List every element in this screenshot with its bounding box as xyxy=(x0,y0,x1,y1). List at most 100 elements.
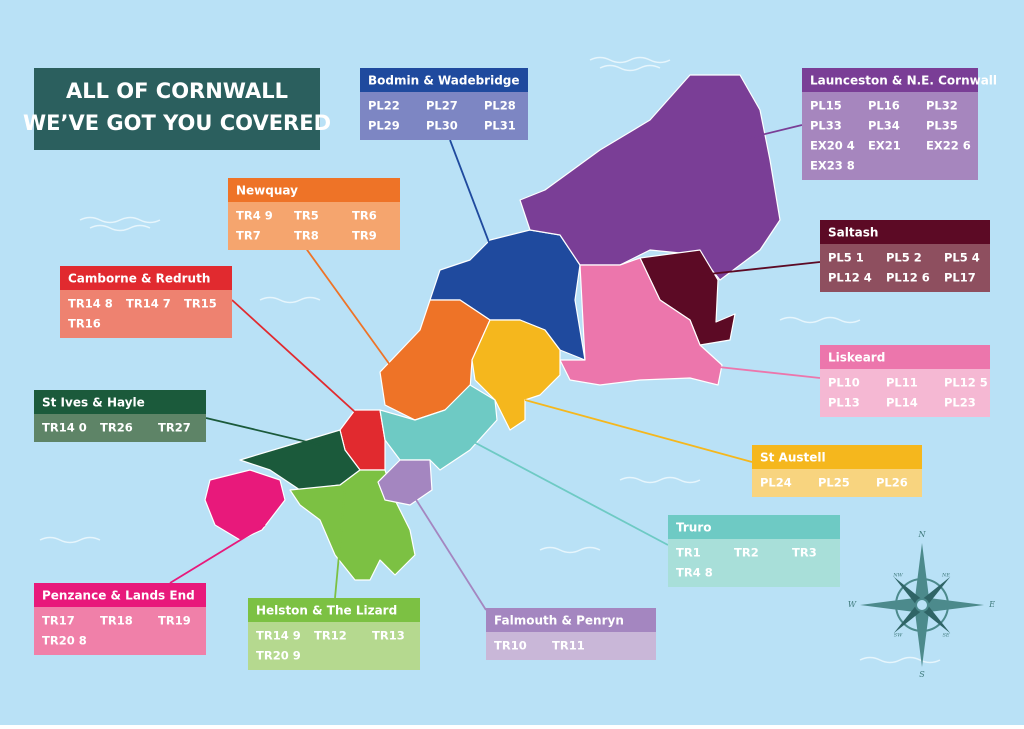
title-box xyxy=(34,68,320,150)
postcode: TR20 9 xyxy=(256,649,301,663)
leader-line xyxy=(524,399,753,463)
region-header xyxy=(752,445,922,469)
region-body xyxy=(34,607,206,655)
postcode: PL5 2 xyxy=(886,251,922,265)
region-boxes: Bodmin & Wadebridge PL22 PL27 PL28 PL29 PL30 P… xyxy=(34,68,997,670)
region-name: Saltash xyxy=(828,226,878,240)
region-name: St Ives & Hayle xyxy=(42,396,145,410)
leader-line xyxy=(205,417,321,446)
region-body xyxy=(668,539,840,587)
region-body xyxy=(820,369,990,417)
leader-line xyxy=(169,524,266,584)
postcode: TR5 xyxy=(294,209,319,223)
postcode: TR6 xyxy=(352,209,377,223)
region-header xyxy=(820,345,990,369)
postcode: PL16 xyxy=(868,99,900,113)
region-body xyxy=(802,92,978,180)
region-header xyxy=(486,608,656,632)
postcode: PL17 xyxy=(944,271,976,285)
region-body xyxy=(486,632,656,660)
postcode: PL25 xyxy=(818,476,850,490)
postcode: EX22 6 xyxy=(926,139,971,153)
leader-line xyxy=(699,261,821,276)
postcode: PL5 4 xyxy=(944,251,980,265)
leader-line xyxy=(449,139,491,246)
region-shape xyxy=(204,469,286,541)
leader-line xyxy=(469,439,669,546)
postcode: PL12 5 xyxy=(944,376,988,390)
region-name: Launceston & N.E. Cornwall xyxy=(810,74,997,88)
compass-label: N xyxy=(918,530,927,539)
leader-line xyxy=(334,489,346,599)
region-name: Liskeard xyxy=(828,351,885,365)
region-header xyxy=(248,598,420,622)
postcode: PL28 xyxy=(484,99,516,113)
region-body xyxy=(34,414,206,442)
region-header xyxy=(360,68,528,92)
leader-line xyxy=(409,489,487,611)
region-shape xyxy=(377,459,433,506)
postcode: EX20 4 xyxy=(810,139,855,153)
postcode: TR8 xyxy=(294,229,319,243)
region-header xyxy=(60,266,232,290)
postcode: TR26 xyxy=(100,421,133,435)
postcode: EX23 8 xyxy=(810,159,855,173)
postcode: TR2 xyxy=(734,546,759,560)
postcode: EX21 xyxy=(868,139,901,153)
postcode: TR14 9 xyxy=(256,629,301,643)
postcode: TR14 0 xyxy=(42,421,87,435)
region-header xyxy=(668,515,840,539)
region-header xyxy=(34,390,206,414)
region-body xyxy=(820,244,990,292)
compass-label: S xyxy=(919,670,925,679)
leader-line xyxy=(231,299,356,413)
region-name: Falmouth & Penryn xyxy=(494,614,624,628)
postcode: PL22 xyxy=(368,99,400,113)
postcode: TR7 xyxy=(236,229,261,243)
leader-line xyxy=(304,246,391,366)
postcode: TR12 xyxy=(314,629,347,643)
postcode: PL12 6 xyxy=(886,271,930,285)
region-header xyxy=(820,220,990,244)
postcode: PL11 xyxy=(886,376,918,390)
postcode: PL34 xyxy=(868,119,900,133)
postcode: TR11 xyxy=(552,639,585,653)
postcode: PL12 4 xyxy=(828,271,872,285)
postcode: TR27 xyxy=(158,421,191,435)
title-line: ALL OF CORNWALL xyxy=(66,79,288,103)
region-name: Helston & The Lizard xyxy=(256,604,397,618)
postcode: PL26 xyxy=(876,476,908,490)
postcode: TR10 xyxy=(494,639,527,653)
postcode: TR1 xyxy=(676,546,701,560)
postcode: PL32 xyxy=(926,99,958,113)
region-shape xyxy=(379,384,498,471)
postcode: PL10 xyxy=(828,376,860,390)
region-body xyxy=(360,92,528,140)
postcode: PL33 xyxy=(810,119,842,133)
region-name: Penzance & Lands End xyxy=(42,589,195,603)
postcode: TR19 xyxy=(158,614,191,628)
region-name: Bodmin & Wadebridge xyxy=(368,74,520,88)
region-header xyxy=(802,68,978,92)
postcode: PL31 xyxy=(484,119,516,133)
postcode: TR18 xyxy=(100,614,133,628)
region-header xyxy=(228,178,400,202)
compass-label: E xyxy=(988,600,995,609)
compass-label: SE xyxy=(942,633,949,639)
postcode: PL35 xyxy=(926,119,958,133)
region-body xyxy=(752,469,922,497)
postcode: TR4 8 xyxy=(676,566,713,580)
postcode: TR9 xyxy=(352,229,377,243)
postcode: PL27 xyxy=(426,99,458,113)
postcode: PL13 xyxy=(828,396,860,410)
region-shape xyxy=(559,257,723,386)
leader-line xyxy=(699,364,821,379)
postcode: TR14 7 xyxy=(126,297,171,311)
region-name: Truro xyxy=(676,521,712,535)
postcode: TR3 xyxy=(792,546,817,560)
leader-line xyxy=(719,124,803,146)
postcode: PL5 1 xyxy=(828,251,864,265)
postcode: TR4 9 xyxy=(236,209,273,223)
